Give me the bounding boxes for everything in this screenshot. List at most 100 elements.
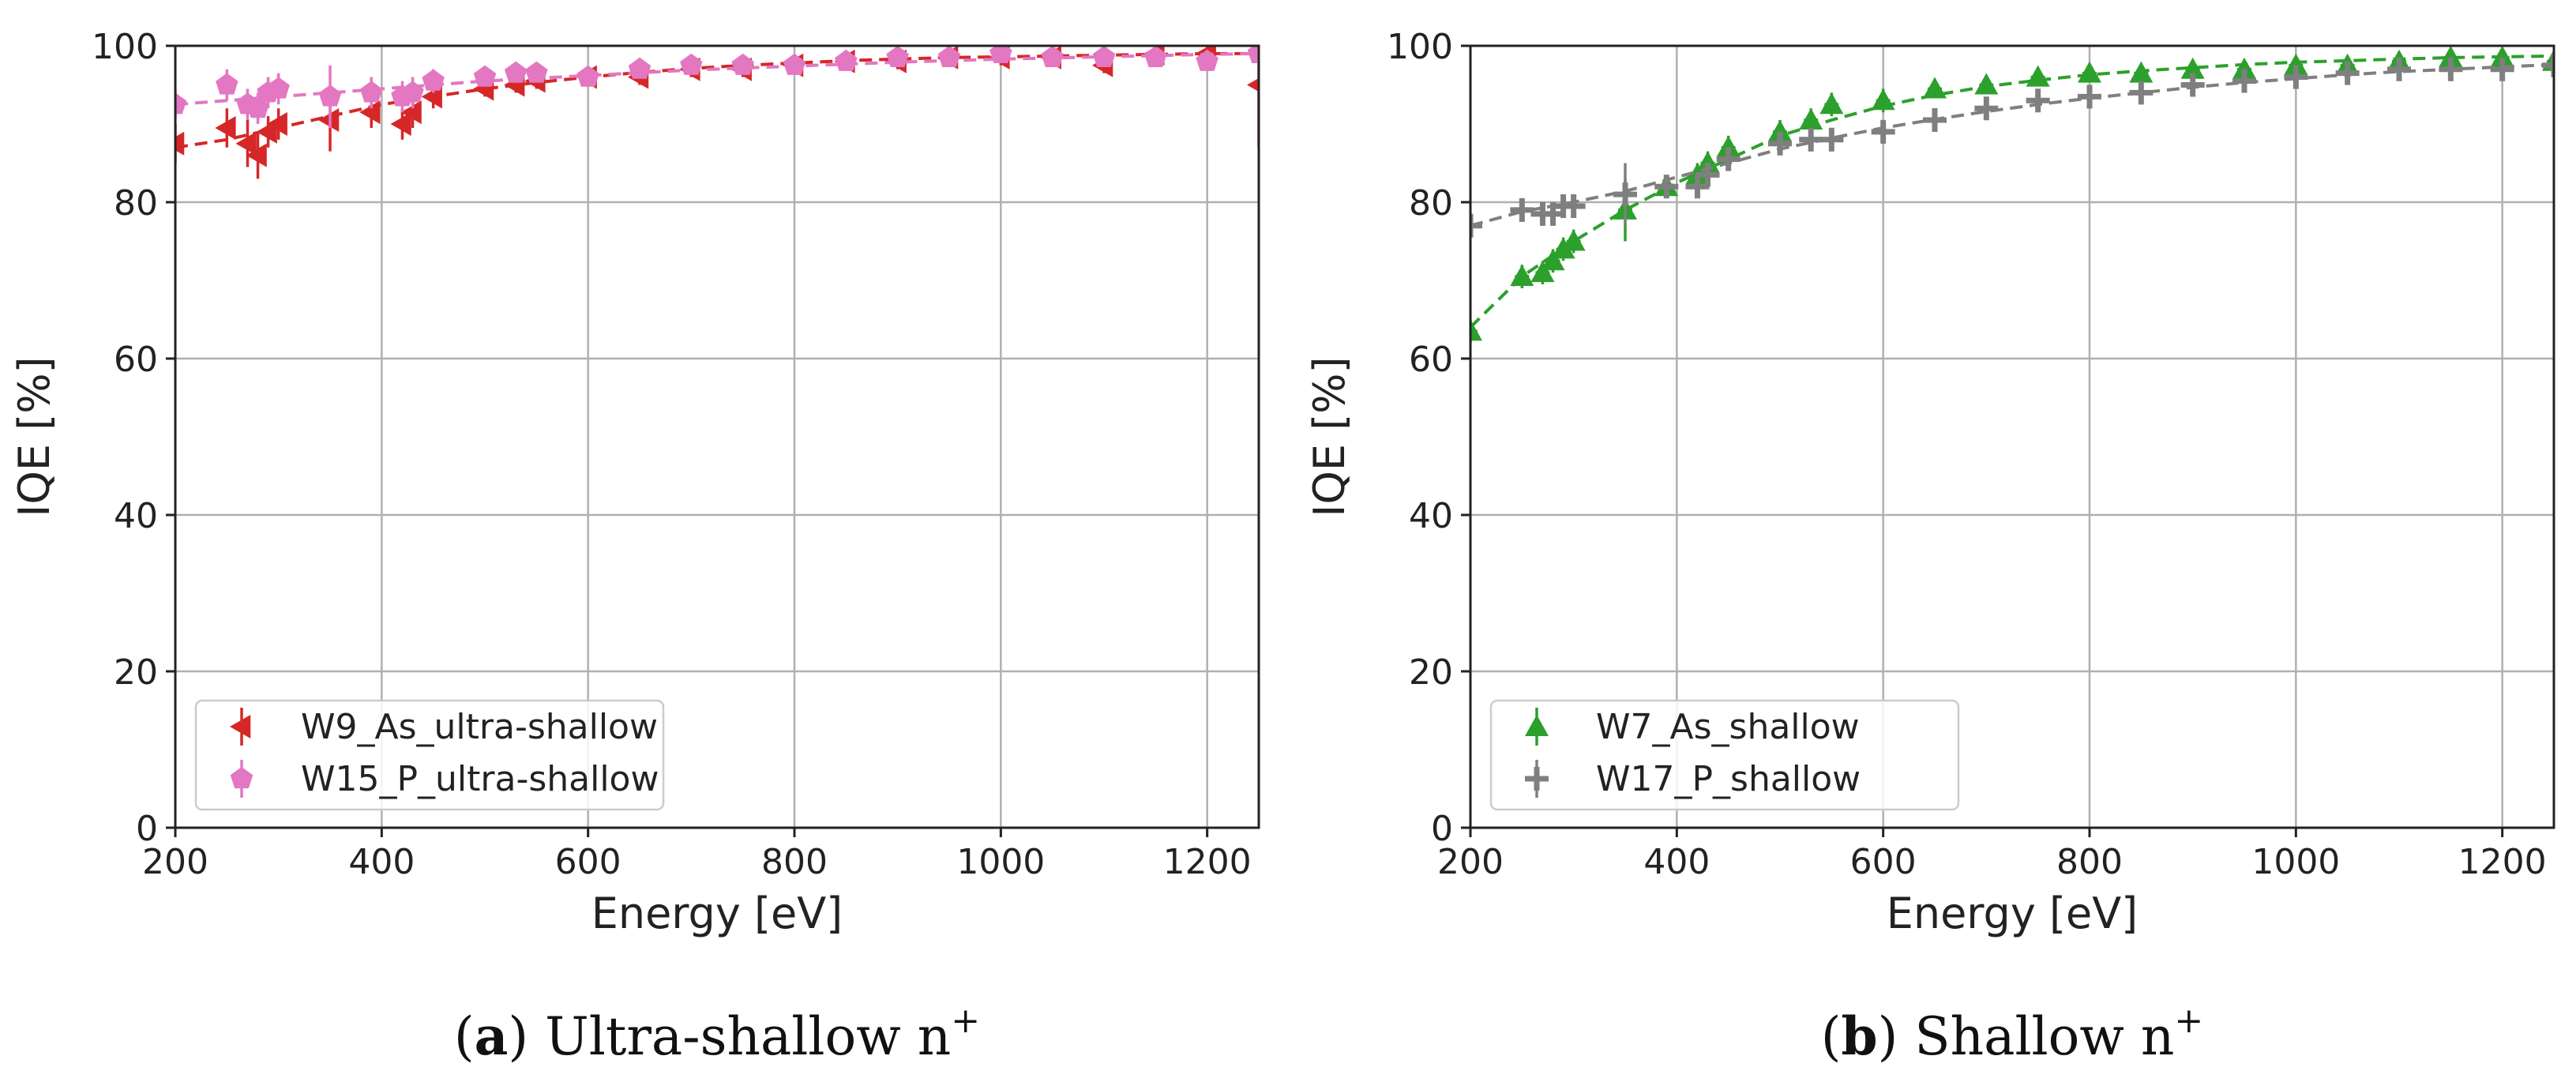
- data-point: [2129, 81, 2154, 105]
- x-tick-label: 1000: [2251, 842, 2340, 882]
- data-point: [1196, 49, 1219, 71]
- x-axis-label: Energy [eV]: [591, 889, 843, 938]
- data-point: [1974, 73, 1999, 95]
- data-point: [989, 46, 1012, 63]
- caption-title: Ultra-shallow n: [528, 1006, 951, 1067]
- data-point: [2180, 57, 2205, 79]
- x-tick-label: 600: [1850, 842, 1917, 882]
- data-point: [1510, 265, 1534, 287]
- plot-area: [1470, 46, 2554, 344]
- data-point: [175, 131, 185, 156]
- data-point: [1799, 108, 1823, 130]
- data-point: [1541, 201, 1565, 226]
- panel-b-chart: 200 400 600 800 1000 1200 0 20 40 60 80 100 Energy […: [1305, 27, 2555, 1067]
- series-W17_P_shallow: [1470, 53, 2554, 238]
- data-point: [2129, 61, 2154, 83]
- data-point: [2439, 46, 2463, 67]
- data-point: [1541, 249, 1565, 271]
- data-point: [2026, 65, 2050, 87]
- data-point: [360, 81, 383, 103]
- fit-line: [1470, 62, 2554, 227]
- data-point: [1247, 46, 1259, 63]
- caption-paren-open: (: [1821, 1006, 1842, 1067]
- y-tick-label: 40: [114, 496, 158, 536]
- data-point: [886, 46, 909, 67]
- data-point: [2232, 69, 2256, 93]
- data-point: [422, 69, 445, 91]
- axes-frame: [174, 44, 1260, 829]
- data-point: [1561, 229, 1586, 251]
- data-point: [1768, 119, 1792, 141]
- y-tick-label: 40: [1409, 496, 1453, 536]
- x-tick-label: 400: [348, 842, 415, 882]
- data-point: [1470, 213, 1482, 238]
- data-point: [1247, 77, 1259, 92]
- tick-group: 200 400 600 800 1000 1200 0 20 40 60 80 100: [1387, 27, 2547, 882]
- x-tick-label: 800: [2056, 842, 2123, 882]
- data-point: [2284, 65, 2308, 89]
- axes-frame: [1469, 44, 2555, 829]
- legend: W7_As_shallow W17_P_shallow: [1489, 699, 1960, 811]
- series-W7_As_shallow: [1470, 46, 2554, 344]
- x-tick-label: 200: [1437, 842, 1504, 882]
- data-point: [400, 100, 422, 125]
- data-point: [2078, 85, 2101, 109]
- data-point: [359, 100, 381, 125]
- panel-caption: (a) Ultra-shallow n+: [454, 1001, 980, 1067]
- data-point: [1551, 237, 1575, 259]
- data-point: [1685, 175, 1710, 199]
- x-tick-label: 1200: [1163, 842, 1252, 882]
- data-point: [1923, 77, 1947, 99]
- y-tick-label: 80: [114, 183, 158, 224]
- data-point: [1144, 46, 1167, 67]
- data-point: [1871, 88, 1895, 111]
- data-point: [390, 112, 411, 136]
- data-point: [525, 61, 548, 83]
- data-point: [266, 112, 287, 136]
- data-point: [1510, 197, 1534, 222]
- legend-frame: [194, 699, 665, 811]
- y-tick-label: 80: [1409, 183, 1453, 224]
- x-tick-label: 800: [761, 842, 828, 882]
- caption-superscript: +: [951, 1001, 980, 1041]
- data-point: [318, 108, 340, 133]
- legend-marker: [230, 767, 253, 789]
- data-point: [1695, 163, 1720, 187]
- data-point: [1561, 194, 1586, 218]
- data-point: [1613, 182, 1637, 207]
- x-tick-label: 400: [1643, 842, 1710, 882]
- series-W15_P_ultra-shallow: [175, 46, 1259, 128]
- y-tick-label: 20: [114, 652, 158, 693]
- data-point: [628, 57, 652, 79]
- y-tick-label: 0: [1431, 809, 1453, 849]
- y-tick-label: 60: [1409, 340, 1453, 380]
- data-point: [473, 65, 497, 87]
- caption-paren-close: ): [1878, 1006, 1898, 1067]
- plot-area: [175, 46, 1259, 179]
- data-point: [2335, 61, 2360, 85]
- data-point: [1819, 92, 1844, 115]
- data-point: [2232, 57, 2256, 79]
- data-point: [1923, 108, 1947, 133]
- data-point: [1470, 319, 1482, 341]
- data-point: [2078, 61, 2101, 83]
- legend-frame: [1489, 699, 1960, 811]
- data-point: [1695, 151, 1720, 173]
- fit-line: [175, 51, 1259, 149]
- data-point: [215, 115, 236, 140]
- x-tick-label: 1000: [956, 842, 1045, 882]
- data-point: [1654, 175, 1679, 199]
- legend-label: W17_P_shallow: [1596, 759, 1861, 799]
- y-axis-label: IQE [%]: [9, 356, 59, 517]
- data-point: [835, 49, 858, 71]
- caption-letter: a: [475, 1005, 509, 1067]
- y-tick-label: 100: [92, 27, 158, 67]
- x-axis-label: Energy [eV]: [1887, 889, 2139, 938]
- fit-line: [1470, 54, 2554, 329]
- data-point: [318, 85, 342, 107]
- data-point: [1799, 127, 1823, 152]
- data-point: [2542, 53, 2554, 77]
- data-point: [1768, 131, 1792, 156]
- data-point: [1716, 147, 1740, 171]
- data-point: [1092, 46, 1116, 67]
